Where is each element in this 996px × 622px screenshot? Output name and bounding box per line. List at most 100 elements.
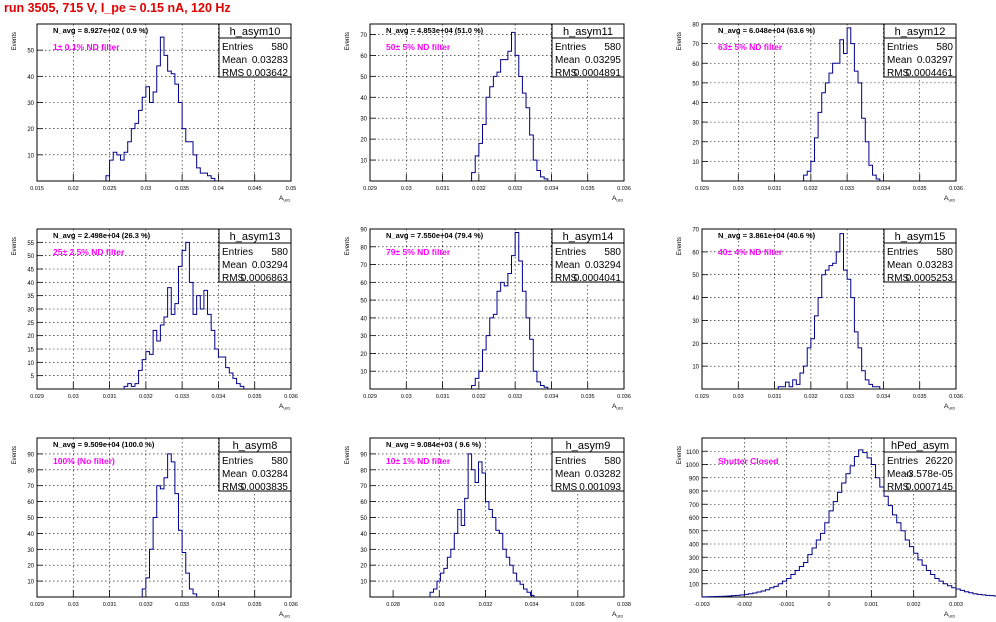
y-tick-label: 70 (27, 484, 34, 490)
y-tick-label: 10 (360, 580, 367, 586)
histogram-title: h_asym15 (895, 231, 946, 243)
stats-label: Entries (555, 247, 586, 258)
y-tick-label: 50 (27, 254, 34, 260)
x-axis-label: AUID (279, 611, 290, 619)
x-tick-label: 0.031 (103, 394, 117, 400)
x-tick-label: 0.033 (175, 602, 189, 608)
y-tick-label: 40 (360, 532, 367, 538)
y-axis-label: Events (12, 446, 18, 464)
stats-value: 0.03294 (585, 260, 622, 271)
y-tick-label: 10 (27, 153, 34, 159)
stats-value: 0.001093 (579, 482, 621, 493)
run-title: run 3505, 715 V, I_pe ≈ 0.15 nA, 120 Hz (4, 1, 231, 15)
histogram-title: h_asym13 (230, 231, 281, 243)
x-tick-label: 0.03 (68, 602, 79, 608)
y-tick-label: 40 (360, 316, 367, 322)
stats-box (883, 23, 957, 78)
y-tick-label: 80 (692, 23, 699, 29)
stats-label: Mean (555, 260, 580, 271)
y-tick-label: 25 (27, 321, 34, 327)
histogram-title: h_asym14 (563, 231, 614, 243)
navg-label: N_avg = 2.498e+04 (26.3 %) (53, 231, 151, 240)
histogram-series-h_asym13 (123, 241, 245, 389)
stats-label: Mean (222, 260, 247, 271)
plot-frame (701, 228, 957, 390)
y-tick-label: 50 (360, 299, 367, 305)
y-tick-label: 30 (360, 334, 367, 340)
y-tick-label: 70 (360, 33, 367, 39)
x-tick-label: 0.036 (617, 394, 631, 400)
y-tick-label: 30 (360, 117, 367, 123)
y-tick-label: 10 (360, 159, 367, 165)
y-tick-label: 20 (692, 342, 699, 348)
stats-label: Mean (555, 469, 580, 480)
histogram-title: h_asym11 (563, 26, 613, 38)
y-axis-label: Events (345, 32, 351, 50)
histogram-title: hPed_asym (891, 440, 949, 452)
histogram-series-h_asym10 (105, 36, 216, 181)
stats-label: Entries (222, 42, 253, 53)
x-tick-label: 0.015 (30, 186, 44, 192)
y-tick-label: 40 (27, 75, 34, 81)
stats-value: 26220 (925, 456, 953, 467)
stats-label: RMS (555, 482, 578, 493)
stats-box (551, 23, 625, 78)
histogram-title: h_asym12 (895, 26, 946, 38)
x-tick-label: 0 (827, 602, 830, 608)
y-tick-label: 60 (692, 250, 699, 256)
y-tick-label: 50 (27, 516, 34, 522)
stats-label: RMS (222, 68, 245, 79)
y-tick-label: 300 (689, 556, 700, 562)
histogram-series-h_asym15 (777, 233, 881, 389)
y-tick-label: 500 (689, 529, 700, 535)
stats-value: 580 (936, 42, 953, 53)
x-tick-label: 0.035 (175, 186, 189, 192)
stats-box (883, 437, 957, 492)
stats-value: 580 (271, 42, 288, 53)
x-tick-label: 0.035 (581, 186, 595, 192)
x-tick-label: 0.034 (525, 602, 539, 608)
histogram-panel-h_asym9: Events 10 20 30 40 50 60 70 80 90 0.028 0.03 0.032 0.… (345, 437, 631, 619)
histogram-panel-h_asym11: Events 10 20 30 40 50 60 70 0.029 0.03 0.031 0.032 0… (345, 23, 631, 203)
y-tick-label: 1000 (686, 463, 700, 469)
histogram-panel-h_asym13: Events 5 10 15 20 25 30 35 40 45 50 55 0.029 0.03 0.03… (12, 228, 298, 411)
x-tick-label: 0.002 (907, 602, 921, 608)
x-tick-label: 0.032 (804, 394, 818, 400)
stats-value: 0.0004461 (906, 68, 954, 79)
y-tick-label: 40 (360, 96, 367, 102)
stats-value: 0.03283 (917, 260, 954, 271)
x-tick-label: 0.036 (284, 394, 298, 400)
y-tick-label: 50 (692, 273, 699, 279)
y-tick-label: 70 (692, 228, 699, 234)
stats-box (218, 437, 292, 492)
stats-label: RMS (222, 273, 245, 284)
x-tick-label: 0.032 (472, 394, 486, 400)
histogram-series-h_asym9 (429, 453, 535, 597)
x-tick-label: 0.001 (864, 602, 878, 608)
y-tick-label: 80 (360, 468, 367, 474)
y-tick-label: 20 (360, 352, 367, 358)
x-tick-label: 0.025 (103, 186, 117, 192)
stats-value: 580 (604, 247, 621, 258)
y-tick-label: 900 (689, 476, 700, 482)
y-tick-label: 70 (692, 42, 699, 48)
y-tick-label: 40 (27, 532, 34, 538)
stats-box (883, 228, 957, 283)
y-tick-label: 50 (692, 81, 699, 87)
stats-value: 0.0005253 (906, 273, 954, 284)
stats-value: 0.03297 (917, 55, 954, 66)
stats-box (218, 23, 292, 78)
histogram-title: h_asym10 (230, 26, 281, 38)
x-tick-label: 0.033 (840, 186, 854, 192)
x-tick-label: 0.03 (733, 186, 744, 192)
stats-label: Entries (887, 247, 918, 258)
x-tick-label: 0.035 (913, 394, 927, 400)
stats-label: Mean (887, 55, 912, 66)
stats-label: Mean (887, 260, 912, 271)
x-tick-label: 0.032 (472, 186, 486, 192)
x-axis-label: AUID (279, 195, 290, 203)
x-axis-label: AUID (944, 403, 955, 411)
x-tick-label: 0.029 (695, 394, 709, 400)
y-tick-label: 10 (360, 370, 367, 376)
x-tick-label: 0.03 (68, 394, 79, 400)
